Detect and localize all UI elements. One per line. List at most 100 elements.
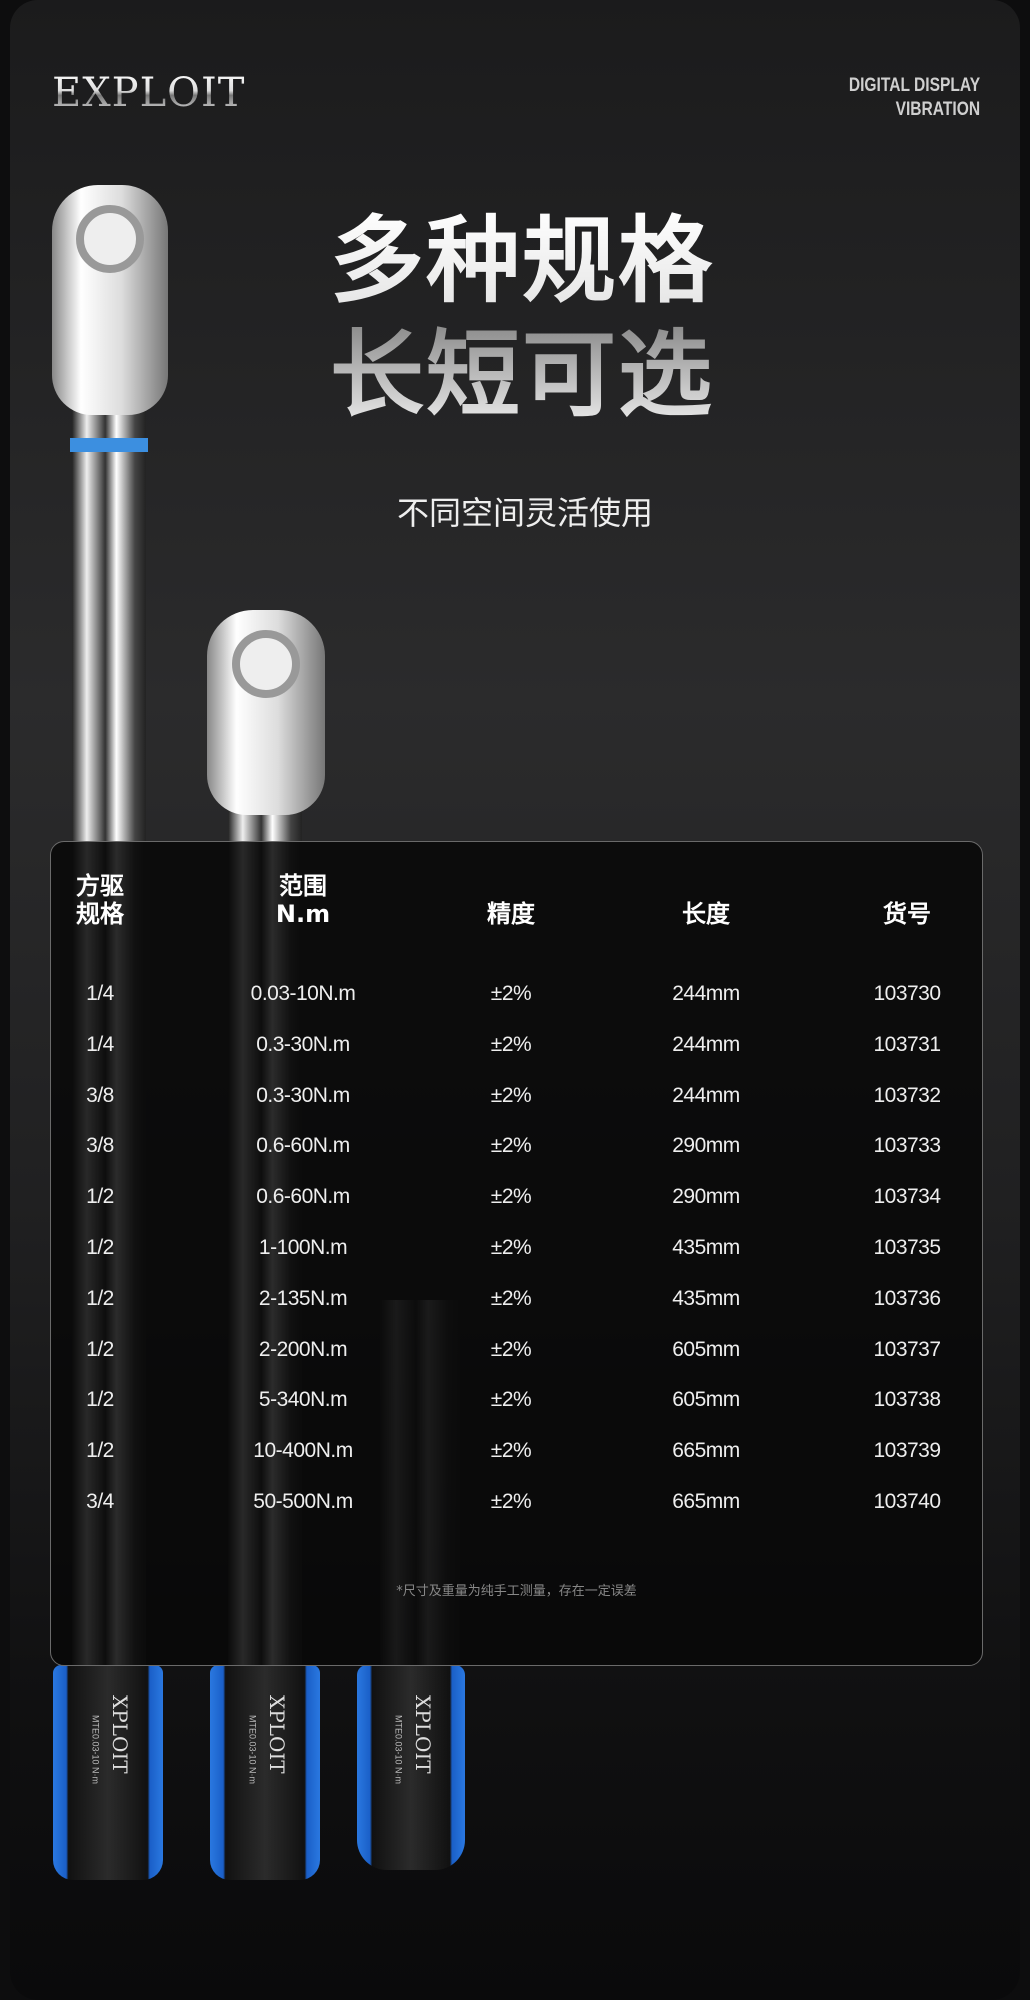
hero-title: 多种规格 长短可选 [330, 205, 730, 433]
title-line1: 多种规格 [330, 207, 715, 316]
column-header-text: N.m [275, 900, 331, 928]
handle-logo: XPLOIT [265, 1695, 289, 1774]
table-cell: 1/2 [86, 1337, 114, 1361]
table-cell: 50-500N.m [253, 1490, 353, 1513]
wrench-grip: XPLOIT MTE0.03-10 N·m [53, 1665, 163, 1880]
column-header-text: 精度 [487, 900, 535, 928]
table-cell: ±2% [490, 1083, 532, 1107]
column-header-text: 范围 [279, 872, 327, 900]
table-cell: 0.6-60N.m [256, 1185, 350, 1209]
table-cell: 1/2 [86, 1439, 114, 1463]
table-cell: 3/8 [86, 1134, 114, 1158]
table-cell: 10-400N.m [253, 1439, 353, 1463]
wrench-ring [232, 630, 300, 698]
footnote: *尺寸及重量为纯手工测量，存在一定误差 [396, 1584, 637, 1599]
column-header: 长度 [682, 900, 730, 928]
table-cell: 435mm [672, 1286, 740, 1310]
hero-subtitle: 不同空间灵活使用 [396, 494, 653, 532]
handle-marking: MTE0.03-10 N·m [393, 1715, 404, 1785]
table-cell: 0.3-30N.m [256, 1032, 350, 1056]
handle-logo: XPLOIT [108, 1695, 132, 1774]
table-row: 1/2 2-200N.m ±2% 605mm 103737 [51, 1338, 982, 1368]
table-cell: ±2% [490, 1337, 532, 1361]
column-header: 货号 [883, 900, 931, 928]
table-cell: 605mm [672, 1337, 740, 1361]
column-header: 范围 N.m [276, 872, 330, 928]
table-cell: 1/2 [86, 1236, 114, 1259]
handle-marking: MTE0.03-10 N·m [90, 1715, 101, 1785]
table-cell: 244mm [672, 982, 740, 1005]
table-cell: 435mm [672, 1236, 740, 1259]
table-row: 1/4 0.3-30N.m ±2% 244mm 103731 [51, 1033, 982, 1063]
spec-table: 方驱 规格 范围 N.m 精度 长度 货号 1/4 0.03-10N.m ±2% 244mm 103… [50, 841, 983, 1666]
wrench-grip: XPLOIT MTE0.03-10 N·m [357, 1665, 465, 1870]
table-cell: 103736 [873, 1286, 941, 1310]
table-cell: 290mm [672, 1185, 740, 1209]
table-cell: 103740 [873, 1490, 941, 1513]
column-header-text: 规格 [76, 900, 124, 928]
table-cell: 1/2 [86, 1286, 114, 1310]
wrench-grip: XPLOIT MTE0.03-10 N·m [210, 1665, 320, 1880]
table-cell: 244mm [672, 1032, 740, 1056]
tagline: DIGITAL DISPLAY VIBRATION [849, 74, 980, 122]
table-cell: ±2% [490, 1032, 532, 1056]
table-cell: 1/4 [86, 982, 114, 1005]
table-cell: 1/2 [86, 1185, 114, 1209]
table-cell: 1-100N.m [258, 1236, 348, 1259]
table-cell: 5-340N.m [258, 1388, 348, 1412]
handle-logo: XPLOIT [411, 1695, 435, 1774]
wrench-ring [76, 205, 144, 273]
table-row: 1/2 10-400N.m ±2% 665mm 103739 [51, 1439, 982, 1469]
table-cell: 1/4 [86, 1032, 114, 1056]
wrench-band [70, 438, 148, 452]
table-cell: 3/8 [86, 1083, 114, 1107]
table-cell: 665mm [672, 1439, 740, 1463]
table-cell: 103732 [873, 1083, 941, 1107]
table-cell: 665mm [672, 1490, 740, 1513]
column-header: 精度 [487, 900, 535, 928]
table-cell: 605mm [672, 1388, 740, 1412]
column-header: 方驱 规格 [76, 872, 124, 928]
table-cell: 103733 [873, 1134, 941, 1158]
table-cell: 103734 [873, 1185, 941, 1209]
table-cell: 103737 [873, 1337, 941, 1361]
table-cell: 290mm [672, 1134, 740, 1158]
table-cell: ±2% [490, 1388, 532, 1412]
brand-logo: EXPLOIT [52, 70, 246, 116]
table-cell: 0.6-60N.m [256, 1134, 350, 1158]
table-cell: 244mm [672, 1083, 740, 1107]
table-row: 3/4 50-500N.m ±2% 665mm 103740 [51, 1490, 982, 1520]
title-line2: 长短可选 [330, 321, 715, 430]
table-cell: 103739 [873, 1439, 941, 1463]
column-header-text: 货号 [883, 900, 931, 928]
table-cell: ±2% [490, 1185, 532, 1209]
table-cell: ±2% [490, 1439, 532, 1463]
table-cell: 103731 [873, 1032, 941, 1056]
table-cell: ±2% [490, 1490, 532, 1513]
table-row: 1/4 0.03-10N.m ±2% 244mm 103730 [51, 982, 982, 1012]
table-row: 3/8 0.6-60N.m ±2% 290mm 103733 [51, 1134, 982, 1164]
tagline-line2: VIBRATION [895, 99, 980, 120]
table-row: 1/2 0.6-60N.m ±2% 290mm 103734 [51, 1185, 982, 1215]
column-header-text: 方驱 [76, 872, 124, 900]
table-row: 1/2 5-340N.m ±2% 605mm 103738 [51, 1388, 982, 1418]
table-cell: 103730 [873, 982, 941, 1005]
table-row: 3/8 0.3-30N.m ±2% 244mm 103732 [51, 1084, 982, 1114]
handle-marking: MTE0.03-10 N·m [247, 1715, 258, 1785]
table-cell: 2-200N.m [258, 1337, 348, 1361]
table-cell: 0.03-10N.m [250, 982, 356, 1005]
table-cell: ±2% [490, 982, 532, 1005]
table-cell: ±2% [490, 1286, 532, 1310]
table-row: 1/2 1-100N.m ±2% 435mm 103735 [51, 1236, 982, 1266]
table-cell: 0.3-30N.m [256, 1083, 350, 1107]
table-cell: 3/4 [86, 1490, 114, 1513]
table-cell: 1/2 [86, 1388, 114, 1412]
table-cell: 103735 [873, 1236, 941, 1259]
table-cell: 2-135N.m [258, 1286, 348, 1310]
tagline-line1: DIGITAL DISPLAY [848, 75, 980, 96]
table-cell: ±2% [490, 1134, 532, 1158]
column-header-text: 长度 [682, 900, 730, 928]
table-row: 1/2 2-135N.m ±2% 435mm 103736 [51, 1287, 982, 1317]
table-cell: ±2% [490, 1236, 532, 1259]
table-cell: 103738 [873, 1388, 941, 1412]
